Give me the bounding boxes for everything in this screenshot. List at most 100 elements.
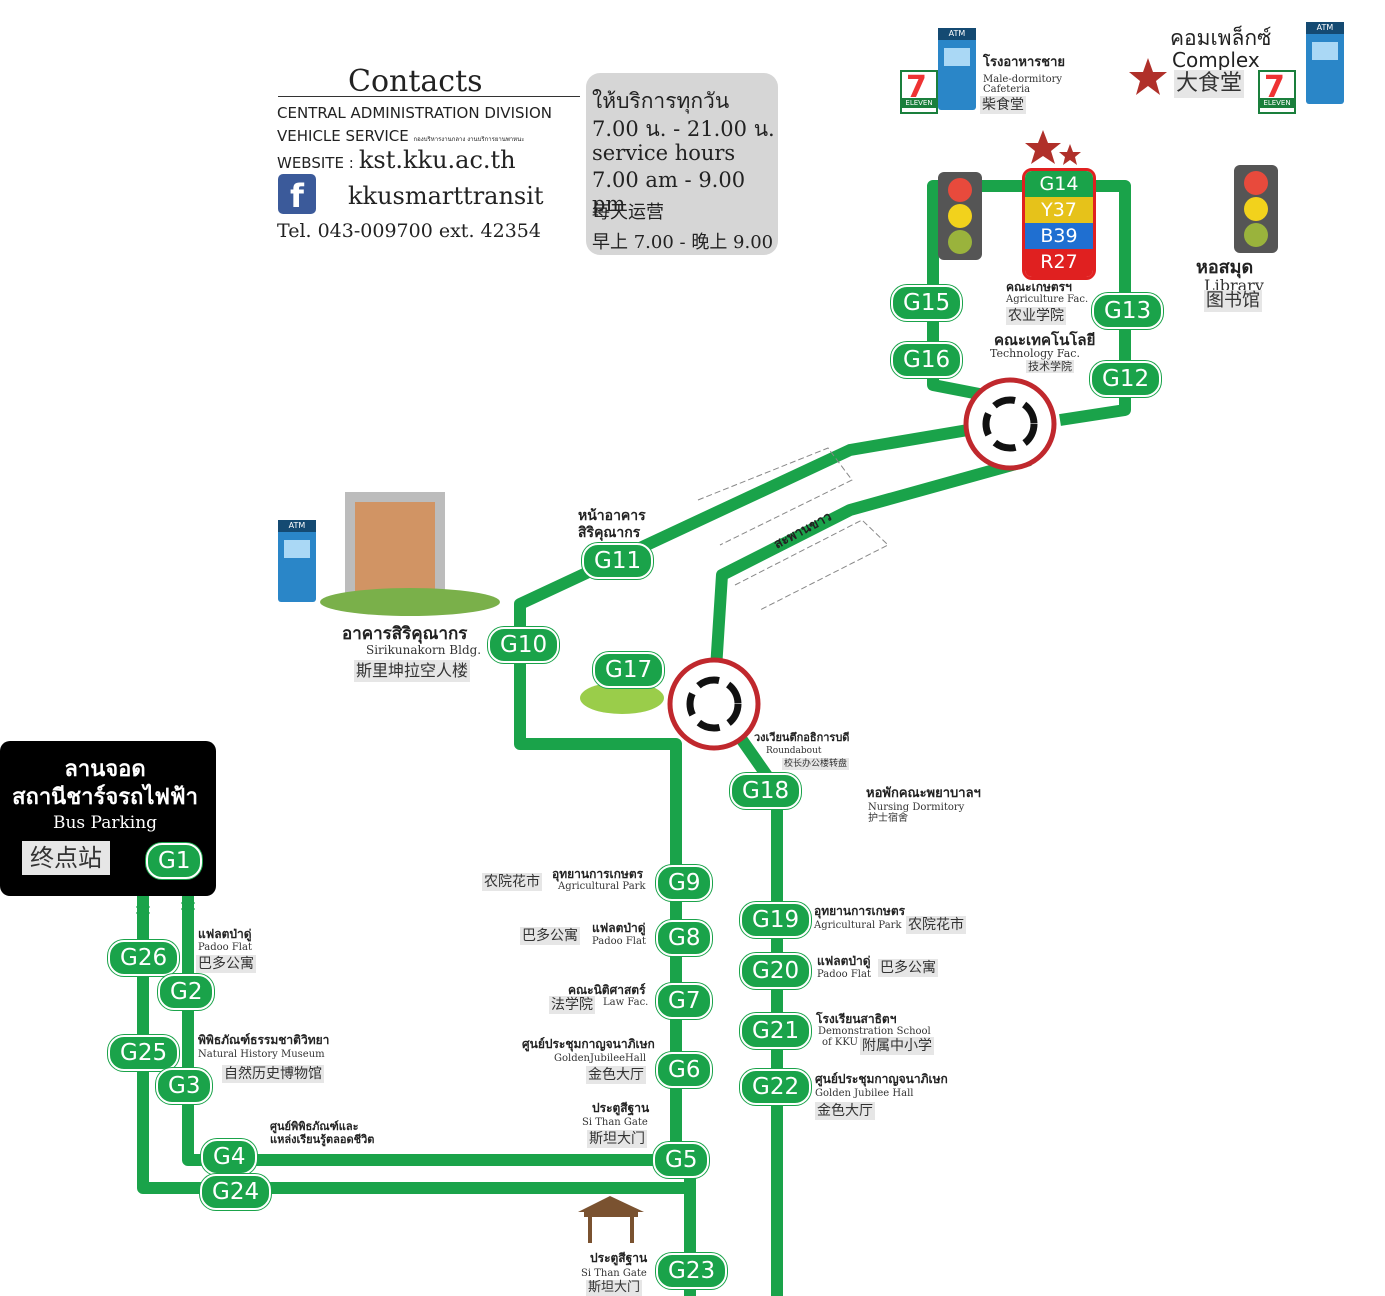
website-label: WEBSITE : bbox=[277, 154, 354, 172]
padoo-en-g2: Padoo Flat bbox=[198, 942, 252, 953]
golden-en-right: Golden Jubilee Hall bbox=[815, 1088, 914, 1099]
learning-th2: แหล่งเรียนรู้ตลอดชีวิต bbox=[270, 1133, 375, 1146]
demo-th: โรงเรียนสาธิตฯ bbox=[816, 1012, 897, 1026]
stop-g9[interactable]: G9 bbox=[656, 865, 713, 901]
hours-en-line2: 7.00 am - 9.00 pm bbox=[592, 168, 746, 216]
padoo-en-left: Padoo Flat bbox=[592, 936, 646, 947]
law-en: Law Fac. bbox=[603, 997, 649, 1008]
bus-parking-zh: 终点站 bbox=[22, 841, 110, 875]
stop-g23[interactable]: G23 bbox=[656, 1253, 728, 1289]
tech-fac-en: Technology Fac. bbox=[990, 347, 1080, 360]
siri-th: อาคารสิริคุณากร bbox=[342, 624, 468, 644]
stop-g24[interactable]: G24 bbox=[200, 1174, 272, 1210]
stop-g12[interactable]: G12 bbox=[1090, 361, 1162, 397]
website-row: WEBSITE : kst.kku.ac.th bbox=[277, 146, 516, 174]
padoo-th-right: แฟลตป่าดู่ bbox=[817, 954, 871, 968]
hours-zh-line2: 早上 7.00 - 晚上 9.00 bbox=[592, 232, 774, 253]
stop-g14[interactable]: G14 bbox=[1025, 171, 1093, 197]
complex-zh: 大食堂 bbox=[1174, 70, 1245, 98]
roundabout-th: วงเวียนตึกอธิการบดี bbox=[754, 731, 850, 744]
nursing-th: หอพักคณะพยาบาลฯ bbox=[866, 786, 981, 801]
stop-b39[interactable]: B39 bbox=[1025, 223, 1093, 249]
bridge-outline-a bbox=[697, 447, 853, 546]
demo-zh: 附属中小学 bbox=[860, 1037, 934, 1055]
atm-icon: ATM bbox=[1306, 22, 1344, 104]
vehicle-service-label: VEHICLE SERVICE bbox=[277, 127, 409, 145]
gate-en-left: Si Than Gate bbox=[582, 1117, 648, 1128]
library-zh: 图书馆 bbox=[1204, 290, 1262, 312]
stop-g8[interactable]: G8 bbox=[656, 920, 713, 956]
vehicle-service-text: VEHICLE SERVICE กองบริหารงานกลาง งานบริก… bbox=[277, 127, 524, 145]
male-dorm-zh: 柴食堂 bbox=[980, 96, 1026, 114]
stop-g16[interactable]: G16 bbox=[891, 342, 963, 378]
tech-fac-th: คณะเทคโนโลยี bbox=[994, 331, 1096, 349]
male-dorm-en1: Male-dormitory bbox=[983, 74, 1063, 85]
star-icon bbox=[1025, 130, 1061, 164]
facebook-handle[interactable]: kkusmarttransit bbox=[348, 182, 544, 210]
gazebo-icon bbox=[578, 1196, 644, 1243]
route-line-west bbox=[182, 880, 696, 1296]
stop-g26[interactable]: G26 bbox=[108, 940, 180, 976]
museum-th: พิพิธภัณฑ์ธรรมชาติวิทยา bbox=[198, 1033, 330, 1047]
bus-parking-panel: ลานจอด สถานีชาร์จรถไฟฟ้า Bus Parking 终点站… bbox=[0, 741, 216, 896]
hours-en-line1: service hours bbox=[592, 141, 736, 165]
bus-parking-th2: สถานีชาร์จรถไฟฟ้า bbox=[12, 785, 198, 810]
stop-g18[interactable]: G18 bbox=[730, 773, 802, 809]
stop-g3[interactable]: G3 bbox=[156, 1068, 213, 1104]
phone-number[interactable]: Tel. 043-009700 ext. 42354 bbox=[277, 220, 541, 242]
stop-g2[interactable]: G2 bbox=[158, 974, 215, 1010]
stop-g10[interactable]: G10 bbox=[488, 627, 560, 663]
agri-fac-en: Agriculture Fac. bbox=[1006, 294, 1089, 305]
stop-g20[interactable]: G20 bbox=[740, 953, 812, 989]
stop-g17[interactable]: G17 bbox=[593, 652, 665, 688]
bus-parking-th1: ลานจอด bbox=[64, 757, 146, 782]
male-dorm-th: โรงอาหารชาย bbox=[983, 55, 1066, 70]
stop-g11[interactable]: G11 bbox=[582, 543, 654, 579]
hours-th-line2: 7.00 น. - 21.00 น. bbox=[592, 117, 775, 141]
padoo-zh-left: 巴多公寓 bbox=[520, 927, 580, 945]
stop-g7[interactable]: G7 bbox=[656, 983, 713, 1019]
museum-zh: 自然历史博物馆 bbox=[222, 1065, 324, 1083]
stop-g6[interactable]: G6 bbox=[656, 1052, 713, 1088]
agripark-th-right: อุทยานการเกษตร bbox=[814, 904, 906, 918]
stop-g13[interactable]: G13 bbox=[1092, 293, 1164, 329]
law-th: คณะนิติศาสตร์ bbox=[568, 983, 646, 997]
stop-g15[interactable]: G15 bbox=[891, 285, 963, 321]
learning-th1: ศูนย์พิพิธภัณฑ์และ bbox=[270, 1120, 359, 1133]
agripark-zh-left: 农院花市 bbox=[482, 873, 542, 891]
service-hours-box: ให้บริการทุกวัน 7.00 น. - 21.00 น. servi… bbox=[586, 73, 778, 255]
contacts-title: Contacts bbox=[348, 64, 483, 99]
hours-th-line1: ให้บริการทุกวัน bbox=[592, 89, 730, 113]
siri-front-th2: สิริคุณากร bbox=[578, 525, 641, 541]
golden-zh-right: 金色大厅 bbox=[815, 1102, 875, 1120]
star-icon bbox=[1129, 58, 1167, 95]
vehicle-service-th: กองบริหารงานกลาง งานบริการยานพาหนะ bbox=[413, 136, 525, 143]
website-link[interactable]: kst.kku.ac.th bbox=[358, 146, 516, 174]
stop-g21[interactable]: G21 bbox=[740, 1013, 812, 1049]
stop-g5[interactable]: G5 bbox=[653, 1142, 710, 1178]
padoo-en-right: Padoo Flat bbox=[817, 969, 871, 980]
stop-r27[interactable]: R27 bbox=[1025, 249, 1093, 277]
stop-g22[interactable]: G22 bbox=[740, 1069, 812, 1105]
museum-en: Natural History Museum bbox=[198, 1049, 325, 1060]
demo-en1: Demonstration School bbox=[818, 1026, 931, 1037]
agripark-en-right: Agricultural Park bbox=[814, 920, 902, 931]
male-dorm-en2: Cafeteria bbox=[983, 84, 1031, 95]
facebook-icon[interactable]: f bbox=[278, 174, 316, 215]
atm-icon: ATM bbox=[278, 520, 316, 602]
route-line-center bbox=[514, 424, 970, 1160]
agripark-zh-right: 农院花市 bbox=[906, 916, 966, 934]
stop-g4[interactable]: G4 bbox=[201, 1139, 258, 1175]
golden-th-right: ศูนย์ประชุมกาญจนาภิเษก bbox=[815, 1072, 948, 1086]
bush-icon bbox=[580, 682, 664, 714]
multi-route-stop[interactable]: G14 Y37 B39 R27 bbox=[1022, 168, 1096, 280]
tech-fac-zh: 技术学院 bbox=[1026, 360, 1074, 373]
law-zh: 法学院 bbox=[549, 996, 595, 1014]
stop-g25[interactable]: G25 bbox=[108, 1035, 180, 1071]
agripark-en-left: Agricultural Park bbox=[558, 881, 646, 892]
roundabout-g17 bbox=[667, 657, 761, 751]
stop-y37[interactable]: Y37 bbox=[1025, 197, 1093, 223]
stop-g1[interactable]: G1 bbox=[146, 843, 203, 879]
stop-g19[interactable]: G19 bbox=[740, 902, 812, 938]
